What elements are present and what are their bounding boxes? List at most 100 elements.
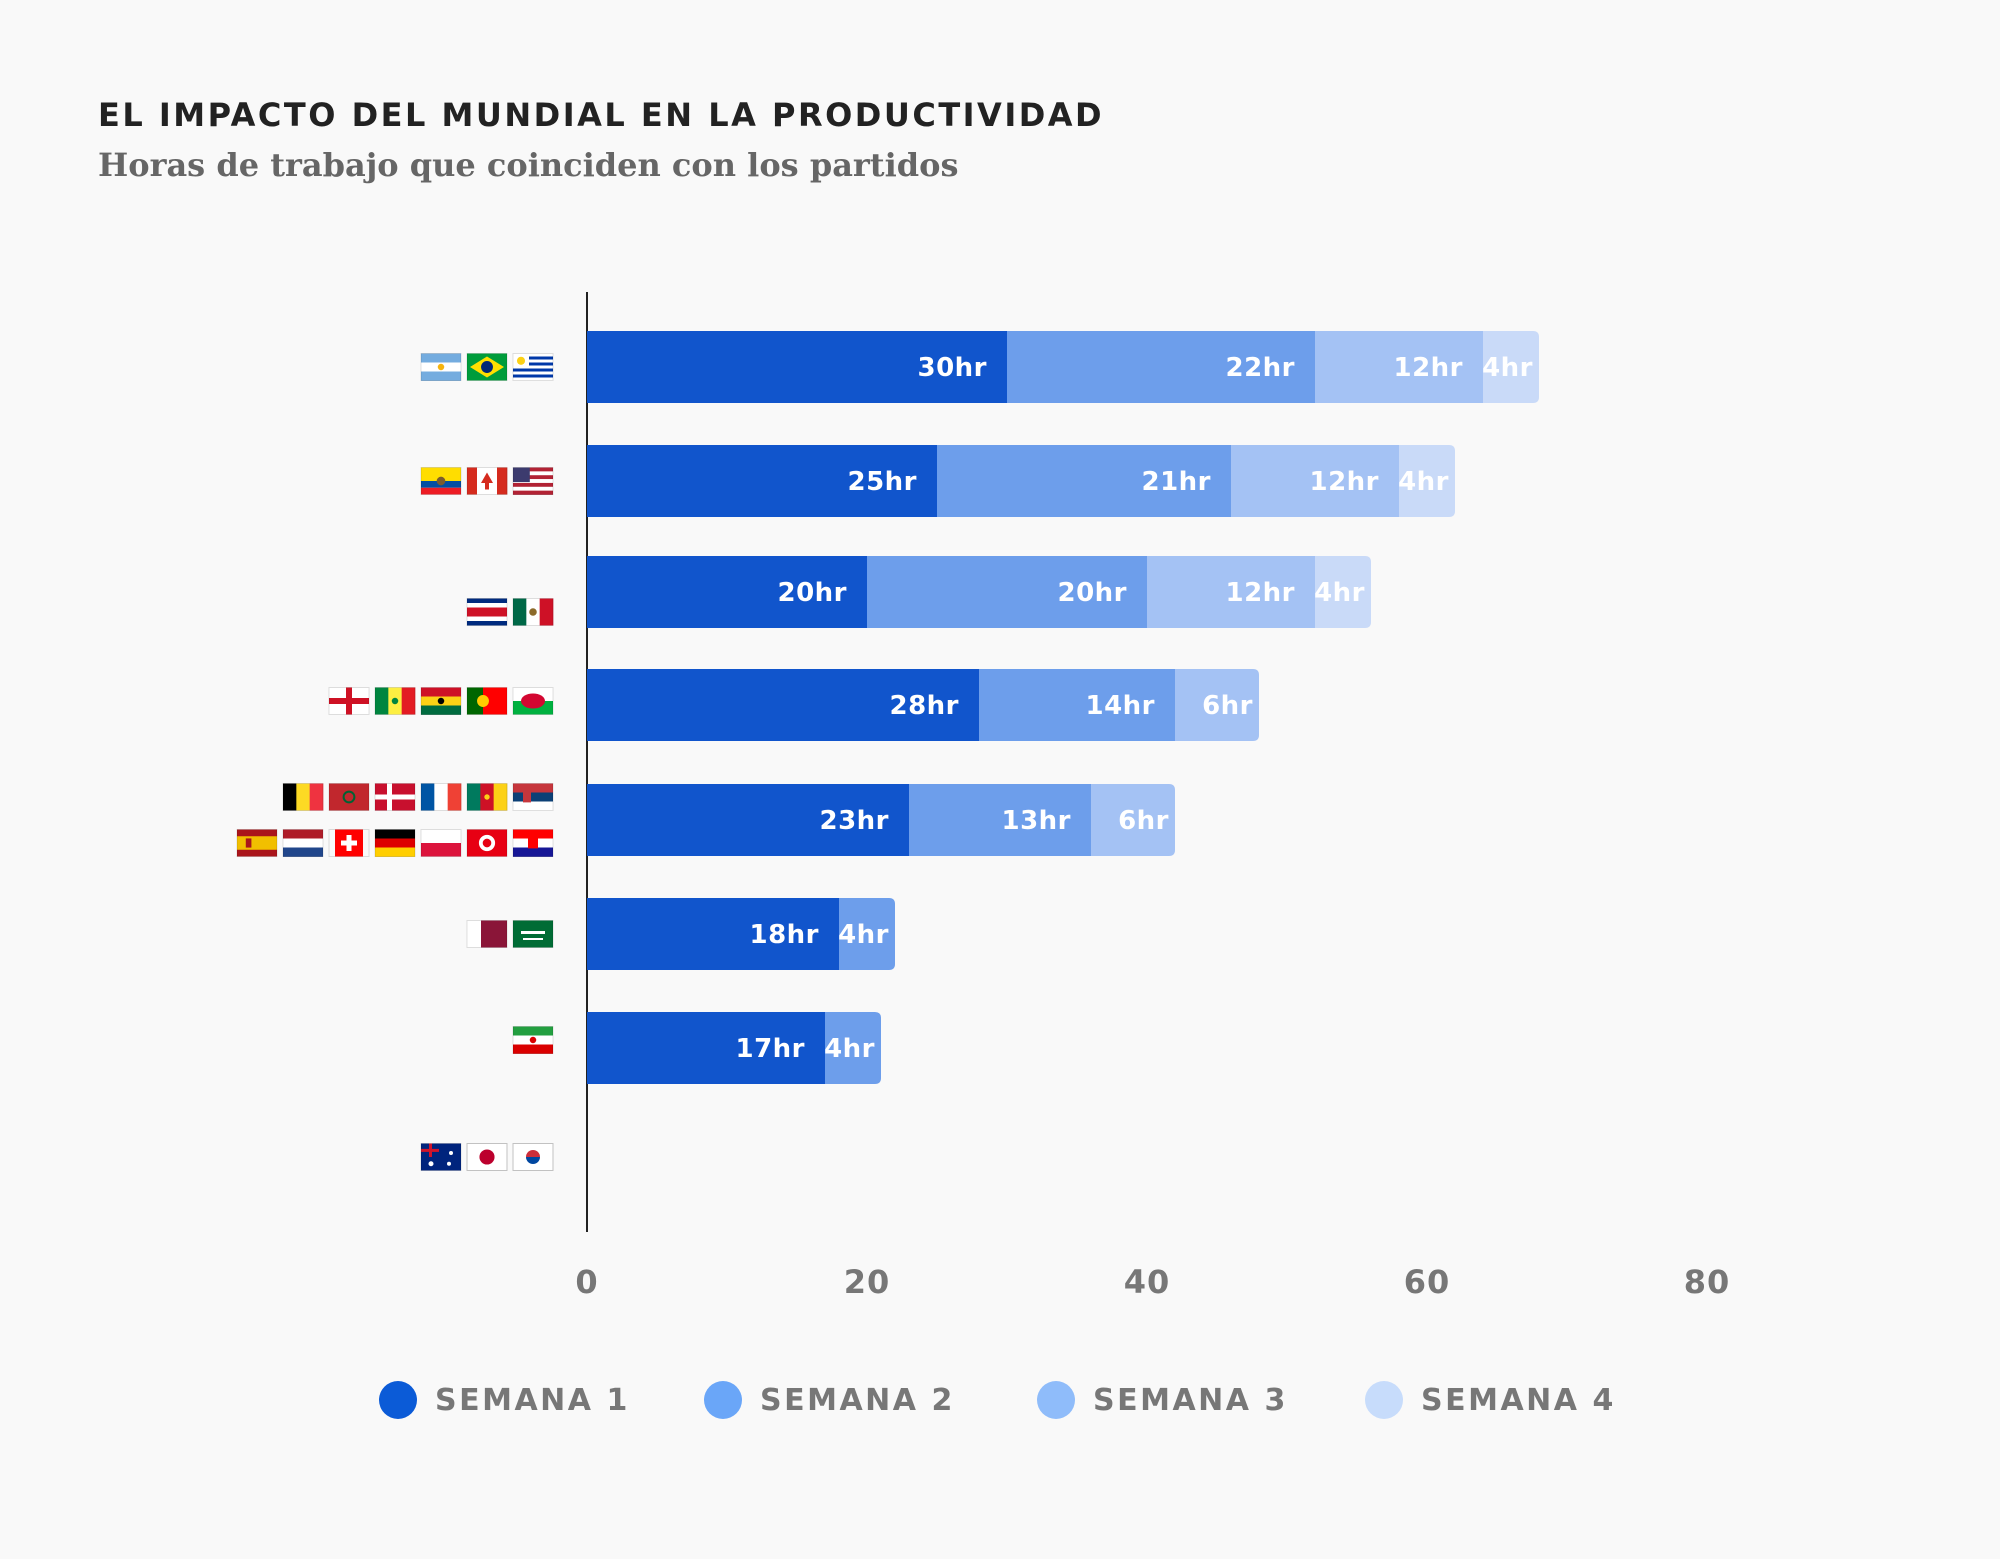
flag-usa-icon (512, 467, 554, 495)
flag-croatia-icon (512, 829, 554, 857)
flag-belgium-icon (282, 783, 324, 811)
bar-segment (979, 669, 1175, 741)
flag-ghana-icon (420, 687, 462, 715)
x-tick-label: 80 (1684, 1263, 1731, 1301)
bar-value-label: 21hr (1141, 467, 1211, 497)
bar-segment (1175, 669, 1259, 741)
flag-canada-icon (466, 467, 508, 495)
bar-value-label: 18hr (749, 920, 819, 950)
flag-brazil-icon (466, 353, 508, 381)
bar-segment (587, 556, 867, 628)
row-flags (328, 687, 554, 715)
x-tick-label: 0 (575, 1263, 598, 1301)
flag-germany-icon (374, 829, 416, 857)
bar-value-label: 4hr (838, 920, 889, 950)
bar-segment (587, 331, 1007, 403)
flag-argentina-icon (420, 353, 462, 381)
bar-value-label: 4hr (824, 1034, 875, 1064)
bar-value-label: 25hr (847, 467, 917, 497)
flag-ecuador-icon (420, 467, 462, 495)
flag-south-korea-icon (512, 1143, 554, 1171)
bar-value-label: 28hr (889, 691, 959, 721)
bar-segment (1231, 445, 1399, 517)
bar-segment (1091, 784, 1175, 856)
bar-segment (1147, 556, 1315, 628)
bar-segment (587, 445, 937, 517)
flag-uruguay-icon (512, 353, 554, 381)
flag-poland-icon (420, 829, 462, 857)
bar-value-label: 12hr (1393, 353, 1463, 383)
legend-swatch (1365, 1381, 1403, 1419)
x-tick-label: 40 (1124, 1263, 1171, 1301)
chart-title: EL IMPACTO DEL MUNDIAL EN LA PRODUCTIVID… (98, 96, 1105, 134)
legend-label: SEMANA 2 (760, 1382, 955, 1418)
flag-cameroon-icon (466, 783, 508, 811)
bar-value-label: 4hr (1482, 353, 1533, 383)
flag-japan-icon (466, 1143, 508, 1171)
bar-value-label: 20hr (1057, 578, 1127, 608)
legend-label: SEMANA 4 (1421, 1382, 1616, 1418)
legend-item: SEMANA 2 (704, 1370, 955, 1430)
legend-item: SEMANA 1 (379, 1370, 630, 1430)
bar-segment (825, 1012, 881, 1084)
bar-segment (937, 445, 1231, 517)
bar-value-label: 4hr (1398, 467, 1449, 497)
bar-segment (587, 1012, 825, 1084)
row-flags (420, 467, 554, 495)
legend-swatch (379, 1381, 417, 1419)
bar-value-label: 20hr (777, 578, 847, 608)
bar-segment (587, 669, 979, 741)
legend-label: SEMANA 3 (1093, 1382, 1288, 1418)
bar-segment (587, 898, 839, 970)
flag-mexico-icon (512, 598, 554, 626)
bar-value-label: 30hr (917, 353, 987, 383)
bar-segment (1483, 331, 1539, 403)
bar-value-label: 13hr (1001, 806, 1071, 836)
flag-iran-icon (512, 1026, 554, 1054)
legend-item: SEMANA 4 (1365, 1370, 1616, 1430)
legend-item: SEMANA 3 (1037, 1370, 1288, 1430)
bar-segment (587, 784, 909, 856)
bar-segment (839, 898, 895, 970)
bar-value-label: 6hr (1202, 691, 1253, 721)
flag-england-icon (328, 687, 370, 715)
bar-value-label: 22hr (1225, 353, 1295, 383)
bar-segment (1399, 445, 1455, 517)
bar-segment (909, 784, 1091, 856)
flag-costa-rica-icon (466, 598, 508, 626)
flag-tunisia-icon (466, 829, 508, 857)
flag-qatar-icon (466, 920, 508, 948)
row-flags (420, 1143, 554, 1171)
legend-label: SEMANA 1 (435, 1382, 630, 1418)
row-flags (512, 1026, 554, 1054)
flag-netherlands-icon (282, 829, 324, 857)
row-flags (466, 920, 554, 948)
flag-switzerland-icon (328, 829, 370, 857)
flag-morocco-icon (328, 783, 370, 811)
chart-subtitle: Horas de trabajo que coinciden con los p… (98, 146, 959, 184)
x-tick-label: 60 (1404, 1263, 1451, 1301)
flag-serbia-icon (512, 783, 554, 811)
bar-segment (867, 556, 1147, 628)
bar-value-label: 17hr (735, 1034, 805, 1064)
flag-spain-icon (236, 829, 278, 857)
legend-swatch (704, 1381, 742, 1419)
bar-value-label: 12hr (1225, 578, 1295, 608)
row-flags (236, 783, 554, 857)
bar-segment (1315, 331, 1483, 403)
flag-france-icon (420, 783, 462, 811)
stacked-bar-chart: 0 20 40 60 80 30hr 22hr 12hr 4hr 25hr 21hr 12hr 4hr 2… (236, 292, 1731, 1301)
bar-value-label: 14hr (1085, 691, 1155, 721)
bar-value-label: 23hr (819, 806, 889, 836)
flag-portugal-icon (466, 687, 508, 715)
flag-senegal-icon (374, 687, 416, 715)
bar-segment (1007, 331, 1315, 403)
x-tick-label: 20 (844, 1263, 891, 1301)
flag-saudi-arabia-icon (512, 920, 554, 948)
row-flags (420, 353, 554, 381)
bar-value-label: 12hr (1309, 467, 1379, 497)
chart-legend: SEMANA 1 SEMANA 2 SEMANA 3 SEMANA 4 (0, 1370, 2000, 1430)
flag-denmark-icon (374, 783, 416, 811)
bar-value-label: 6hr (1118, 806, 1169, 836)
